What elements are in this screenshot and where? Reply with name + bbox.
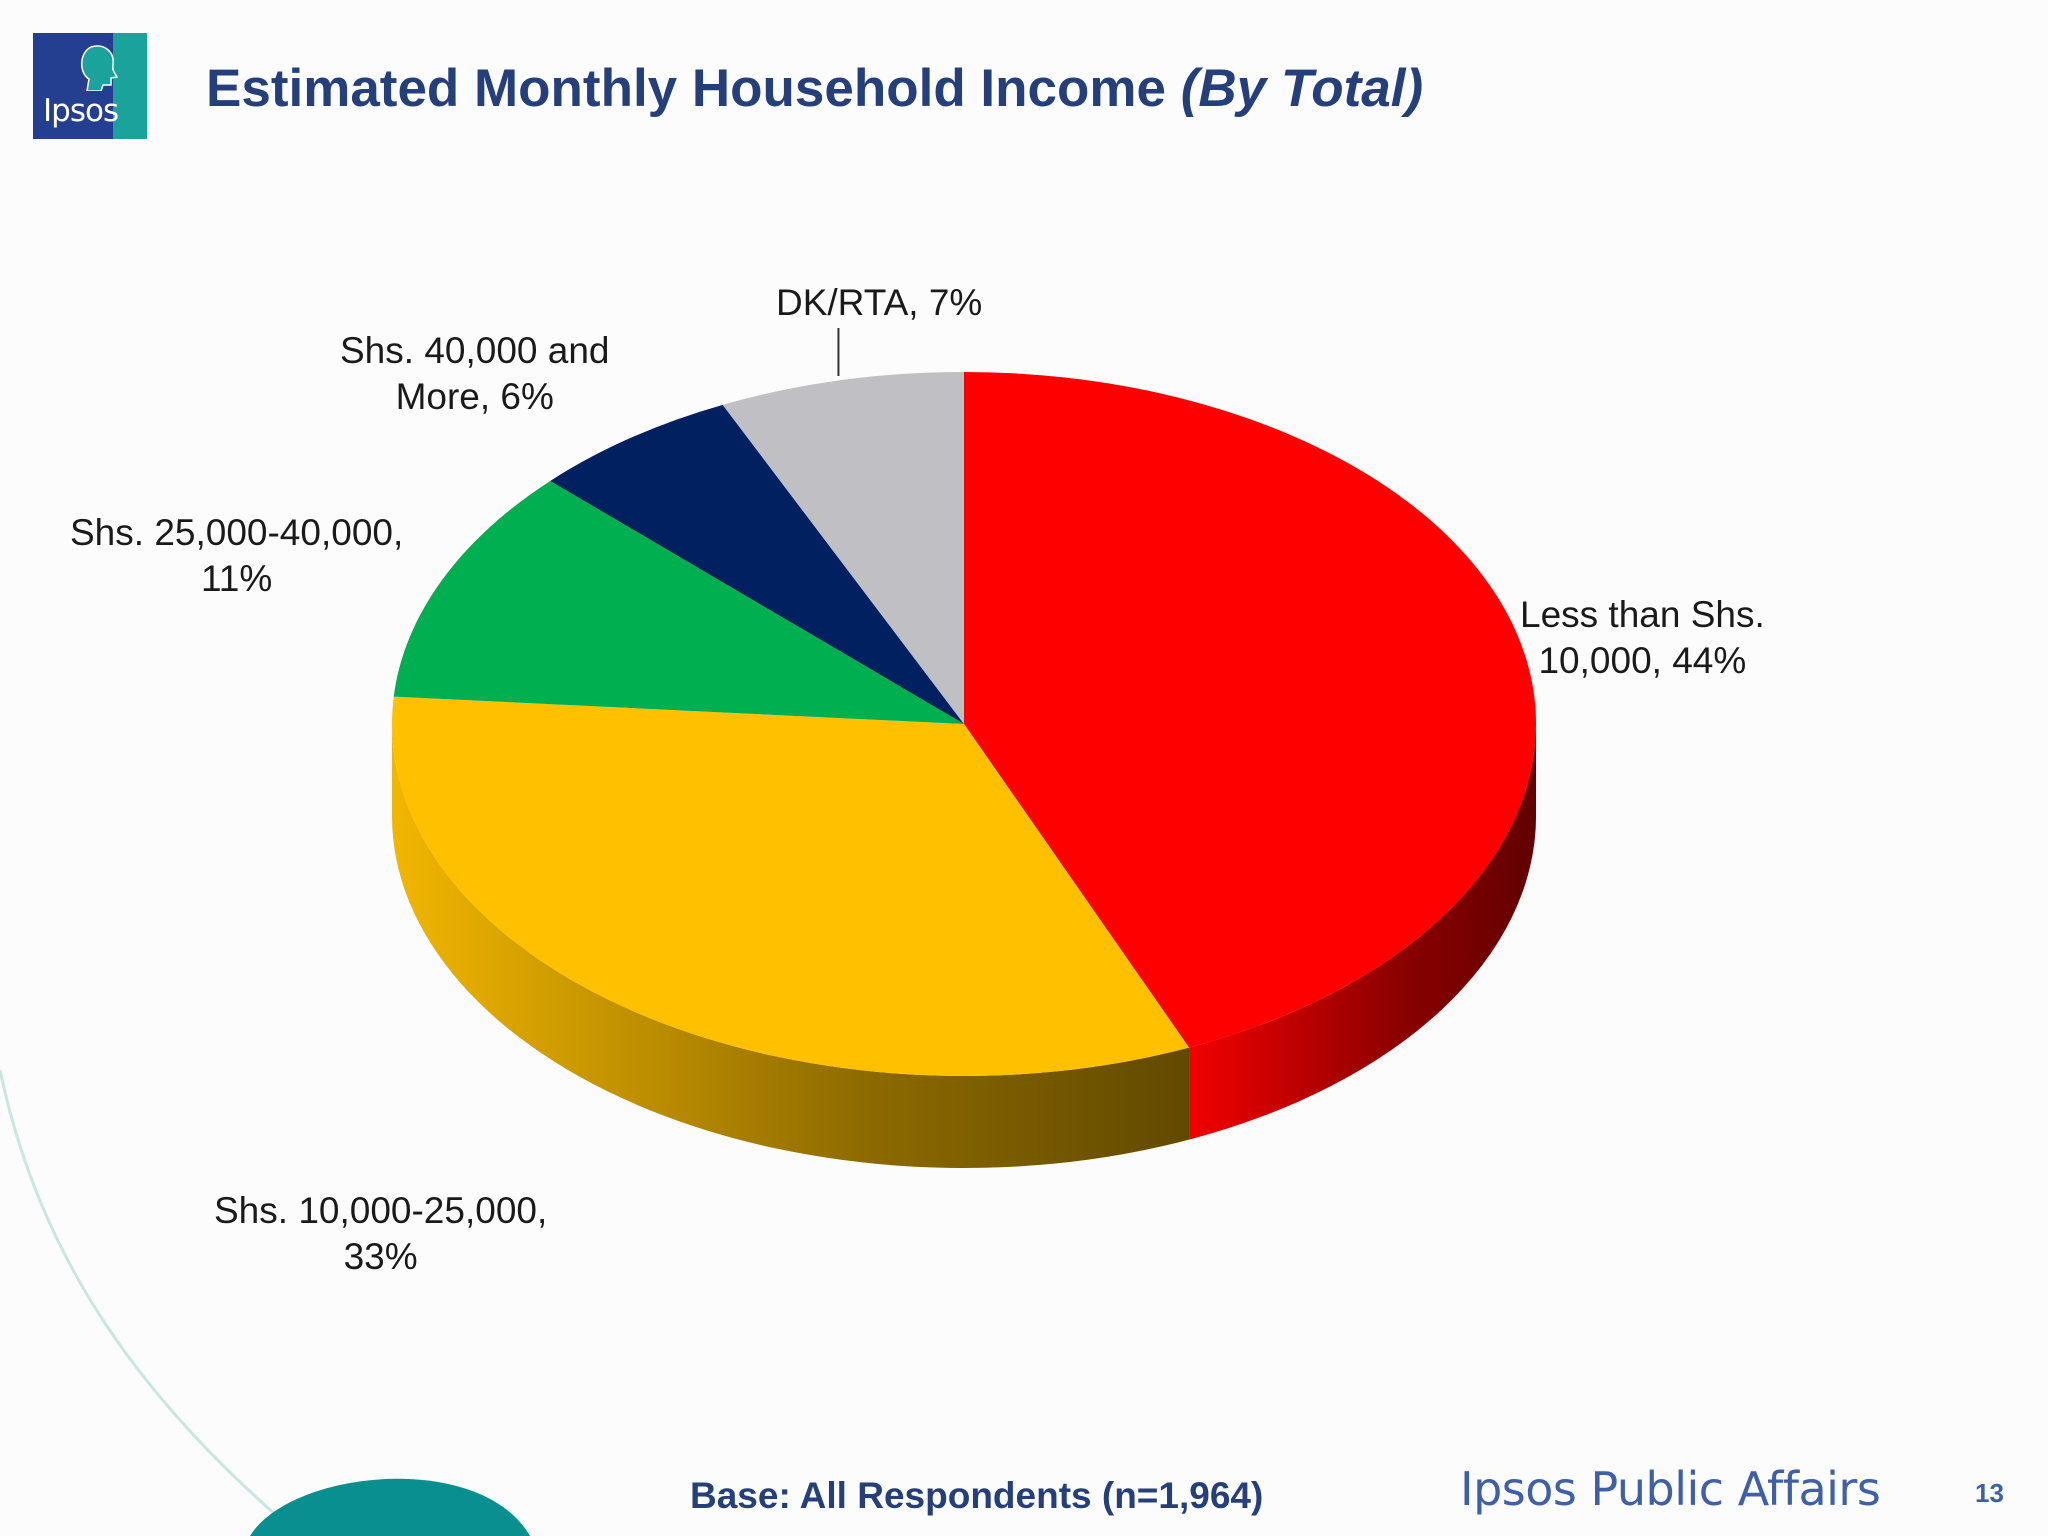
brand-name: Ipsos Public Affairs — [1460, 1462, 1881, 1516]
slice-label-1: Shs. 10,000-25,000, 33% — [214, 1188, 547, 1280]
slice-label-1-line-0: Shs. 10,000-25,000, — [214, 1190, 548, 1231]
logo-text: Ipsos — [43, 93, 119, 129]
base-note: Base: All Respondents (n=1,964) — [690, 1475, 1264, 1516]
title-qualifier: (By Total) — [1180, 59, 1424, 118]
slice-label-2: Shs. 25,000-40,000, 11% — [70, 510, 403, 602]
slice-label-0-line-0: Less than Shs. — [1520, 594, 1765, 635]
slice-side-shade-1 — [392, 724, 1190, 1168]
slice-label-4-line-0: DK/RTA, 7% — [776, 282, 983, 323]
slice-0 — [964, 372, 1537, 1048]
slice-label-1-line-1: 33% — [343, 1236, 418, 1277]
slice-label-0: Less than Shs. 10,000, 44% — [1520, 592, 1765, 684]
slice-label-3: Shs. 40,000 and More, 6% — [340, 328, 610, 420]
slice-4 — [722, 372, 964, 724]
slice-label-4: DK/RTA, 7% — [776, 280, 982, 326]
slice-label-2-line-1: 11% — [200, 558, 273, 599]
page-title: Estimated Monthly Household Income (By T… — [206, 58, 1423, 119]
slice-label-0-line-1: 10,000, 44% — [1538, 640, 1747, 681]
slice-label-2-line-0: Shs. 25,000-40,000, — [70, 512, 404, 553]
slice-label-3-line-1: More, 6% — [395, 376, 554, 417]
slice-2 — [393, 480, 965, 724]
page-number: 13 — [1975, 1478, 2004, 1508]
slice-label-3-line-0: Shs. 40,000 and — [340, 330, 610, 371]
slice-side-shade-0 — [1189, 724, 1536, 1140]
title-main: Estimated Monthly Household Income — [206, 59, 1166, 118]
slice-1 — [391, 696, 1190, 1077]
ipsos-logo: Ipsos — [33, 33, 147, 139]
slice-3 — [550, 404, 964, 724]
profile-head-icon — [81, 45, 119, 91]
